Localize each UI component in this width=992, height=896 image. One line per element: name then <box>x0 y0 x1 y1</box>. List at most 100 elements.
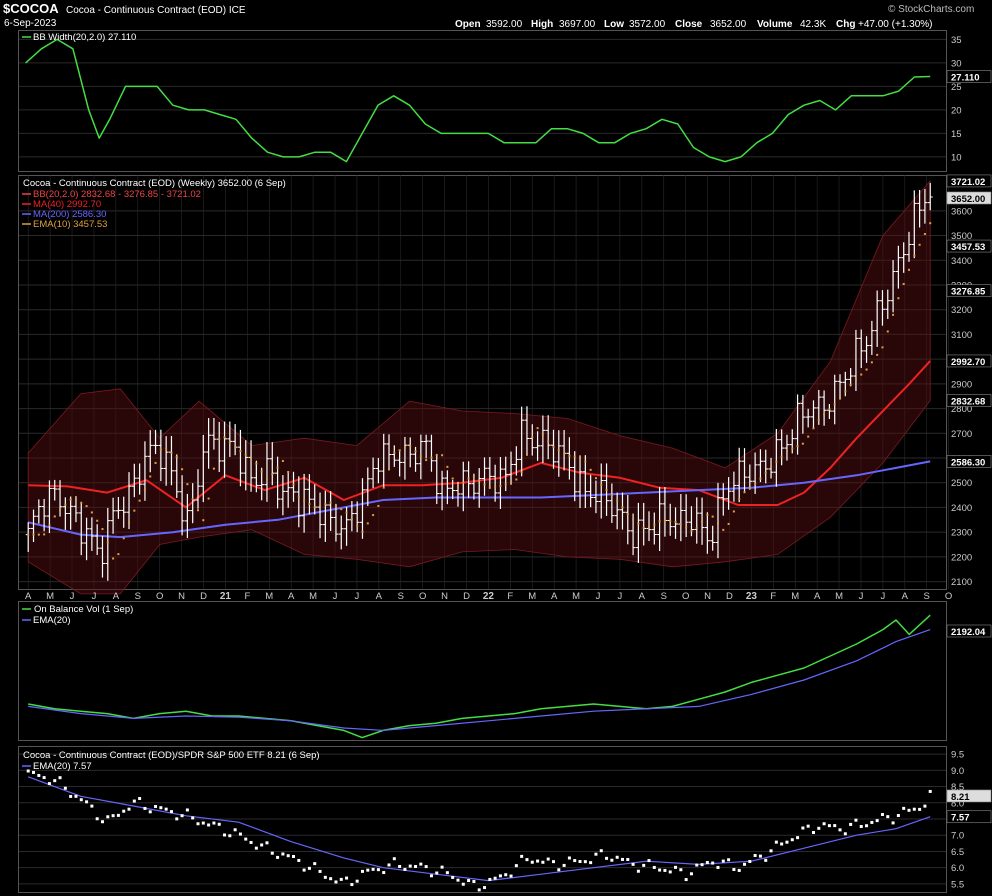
ratio-point <box>111 814 115 818</box>
ema10-dot <box>791 447 794 450</box>
ema10-dot <box>85 505 88 508</box>
x-axis-label: A <box>113 591 120 602</box>
x-axis-label: J <box>333 591 338 602</box>
ratio-point <box>663 868 667 872</box>
ema10-dot <box>902 282 905 285</box>
ratio-point <box>620 857 624 861</box>
x-axis-label: M <box>791 591 799 602</box>
ema10-dot <box>435 454 438 457</box>
ratio-point <box>843 832 847 836</box>
ratio-point <box>74 794 78 798</box>
ratio-point <box>695 863 699 867</box>
ratio-point <box>785 840 789 844</box>
ratio-point <box>424 865 428 869</box>
ema10-dot <box>923 233 926 236</box>
ema10-dot <box>817 418 820 421</box>
ema10-dot <box>897 297 900 300</box>
low-label: Low <box>604 19 624 30</box>
x-axis-label: D <box>463 591 470 602</box>
x-axis-label: A <box>639 591 646 602</box>
ema10-dot <box>754 482 757 485</box>
ema10-dot <box>706 513 709 516</box>
x-axis-label: J <box>355 591 360 602</box>
ema10-dot <box>382 486 385 489</box>
x-axis-label: D <box>726 591 733 602</box>
ema10-dot <box>414 450 417 453</box>
ratio-point <box>599 849 603 853</box>
ema10-dot <box>403 446 406 449</box>
ratio-point <box>727 858 731 862</box>
ratio-point <box>642 863 646 867</box>
ema10-dot <box>865 368 868 371</box>
ema10-dot <box>69 498 72 501</box>
ratio-point <box>217 822 221 826</box>
ema10-dot <box>833 403 836 406</box>
price-value-tag-box <box>946 239 992 253</box>
ratio-point <box>902 806 906 810</box>
obv-ema20-line <box>28 629 931 732</box>
ratio-point <box>408 864 412 868</box>
ratio-point <box>918 807 922 811</box>
ratio-point <box>196 822 200 826</box>
ema10-dot <box>96 519 99 522</box>
ema10-dot <box>223 436 226 439</box>
chg-value: +47.00 (+1.30%) <box>858 19 933 30</box>
low-value: 3572.00 <box>629 19 666 30</box>
ema10-dot <box>350 518 353 521</box>
ema10-dot <box>446 465 449 468</box>
ema10-dot <box>918 243 921 246</box>
ratio-point <box>732 868 736 872</box>
ema10-dot <box>340 508 343 511</box>
ratio-point <box>753 853 757 857</box>
ratio-point <box>127 807 131 811</box>
ema10-dot <box>393 451 396 454</box>
x-axis-label: M <box>309 591 317 602</box>
ratio-point <box>551 860 555 864</box>
ratio-point <box>382 871 386 875</box>
ema10-dot <box>154 461 157 464</box>
ratio-tick-label: 8.0 <box>951 798 964 809</box>
price-value-tag-box <box>946 394 992 407</box>
ema10-dot <box>547 440 550 443</box>
ratio-point <box>323 875 327 879</box>
ratio-legend: Cocoa - Continuous Contract (EOD)/SPDR S… <box>23 750 320 761</box>
ema10-dot <box>244 453 247 456</box>
ema10-dot <box>74 498 77 501</box>
ratio-point <box>456 878 460 882</box>
ema10-dot <box>260 470 263 473</box>
price-value-tag: 3652.00 <box>951 194 985 205</box>
ema10-dot <box>801 442 804 445</box>
ema10-dot <box>345 511 348 514</box>
high-label: High <box>531 19 553 30</box>
ema10-dot <box>701 520 704 523</box>
x-axis-label: A <box>551 591 558 602</box>
x-axis-label: M <box>835 591 843 602</box>
price-legend-item: BB(20,2.0) 2832.68 - 3276.85 - 3721.02 <box>33 189 201 200</box>
ema10-dot <box>716 522 719 525</box>
ratio-point <box>398 864 402 868</box>
ratio-point <box>567 856 571 860</box>
ratio-point <box>870 820 874 824</box>
ema10-dot <box>557 449 560 452</box>
ema10-dot <box>685 526 688 529</box>
bbwidth-tick-label: 30 <box>951 58 962 69</box>
ratio-point <box>578 860 582 864</box>
ema10-dot <box>770 465 773 468</box>
x-axis-label: S <box>661 591 667 602</box>
ema10-dot <box>860 373 863 376</box>
x-axis-label: J <box>859 591 864 602</box>
ema10-dot <box>265 478 268 481</box>
ratio-point <box>329 877 333 881</box>
price-tick-label: 2500 <box>951 478 972 489</box>
ema10-dot <box>334 504 337 507</box>
ema10-dot <box>759 477 762 480</box>
chg-label: Chg <box>836 19 855 30</box>
ema10-dot <box>658 520 661 523</box>
ratio-point <box>106 815 110 819</box>
ema10-dot <box>785 450 788 453</box>
ratio-point <box>414 865 418 869</box>
ema10-dot <box>839 397 842 400</box>
ratio-value-tag-box <box>946 789 992 803</box>
ratio-point <box>223 833 227 837</box>
bbwidth-tick-label: 20 <box>951 105 962 116</box>
